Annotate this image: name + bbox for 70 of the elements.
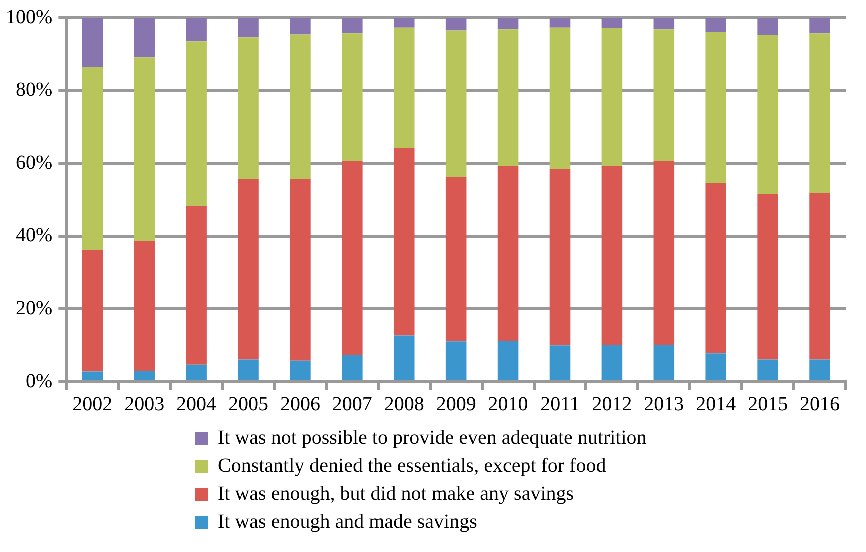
x-tick-label: 2014 xyxy=(696,393,736,416)
x-tick-label: 2003 xyxy=(124,393,165,416)
x-tick-label: 2006 xyxy=(280,393,320,416)
bar xyxy=(654,30,675,162)
legend-label: It was enough and made savings xyxy=(218,510,478,534)
legend-label: It was enough, but did not make any savings xyxy=(218,482,574,506)
bar xyxy=(550,169,571,346)
x-tick-label: 2013 xyxy=(644,393,684,416)
y-tick-label: 20% xyxy=(16,297,53,320)
bar xyxy=(810,18,830,34)
bar xyxy=(446,177,467,342)
x-tick-label: 2009 xyxy=(436,393,476,416)
bar xyxy=(602,166,623,346)
x-tick-label: 2002 xyxy=(72,393,113,416)
bar xyxy=(186,206,207,365)
bar xyxy=(394,148,415,336)
bar xyxy=(238,179,259,360)
bar xyxy=(706,32,726,184)
bar xyxy=(810,193,830,360)
bar xyxy=(498,166,519,342)
bar xyxy=(446,18,467,31)
x-tick-label: 2005 xyxy=(228,393,269,416)
bar xyxy=(706,18,726,32)
bar xyxy=(82,18,104,68)
bar xyxy=(186,18,207,42)
x-tick-label: 2016 xyxy=(800,393,840,416)
bar xyxy=(602,18,623,29)
legend-label: It was not possible to provide even adequate nutrition xyxy=(218,426,647,450)
bar xyxy=(498,18,519,30)
bar xyxy=(810,34,830,194)
bar xyxy=(186,42,207,206)
bar xyxy=(446,30,467,178)
bar xyxy=(394,18,415,28)
x-tick-label: 2011 xyxy=(540,393,580,416)
x-tick-label: 2004 xyxy=(176,393,217,416)
bar xyxy=(134,241,155,372)
legend-label: Constantly denied the essentials, except for food xyxy=(218,454,606,478)
y-tick-label: 100% xyxy=(6,6,53,28)
x-tick-label: 2008 xyxy=(384,393,424,416)
y-tick-label: 80% xyxy=(16,79,53,102)
bar xyxy=(654,161,675,346)
bar xyxy=(290,18,311,35)
bar xyxy=(550,28,571,170)
bar xyxy=(82,68,104,250)
y-tick-label: 0% xyxy=(26,370,53,392)
y-tick-label: 60% xyxy=(16,152,53,174)
bar xyxy=(134,58,155,242)
bar xyxy=(238,38,259,180)
bar xyxy=(342,34,363,162)
bar xyxy=(758,194,778,360)
bar xyxy=(550,18,571,28)
x-tick-label: 2010 xyxy=(488,393,528,416)
bar xyxy=(82,250,104,372)
bar xyxy=(654,18,675,30)
bar xyxy=(342,161,363,356)
x-tick-label: 2007 xyxy=(332,393,372,416)
bar xyxy=(706,183,726,354)
bar xyxy=(290,179,311,361)
y-tick-label: 40% xyxy=(16,224,53,247)
x-tick-label: 2015 xyxy=(748,393,788,416)
bar xyxy=(238,18,259,38)
bar xyxy=(498,30,519,166)
bar xyxy=(290,34,311,180)
bar xyxy=(602,28,623,166)
bar xyxy=(342,18,363,34)
bar xyxy=(394,28,415,148)
bar xyxy=(134,18,155,58)
x-tick-label: 2012 xyxy=(592,393,632,416)
bar xyxy=(758,35,778,194)
bar xyxy=(758,18,778,36)
